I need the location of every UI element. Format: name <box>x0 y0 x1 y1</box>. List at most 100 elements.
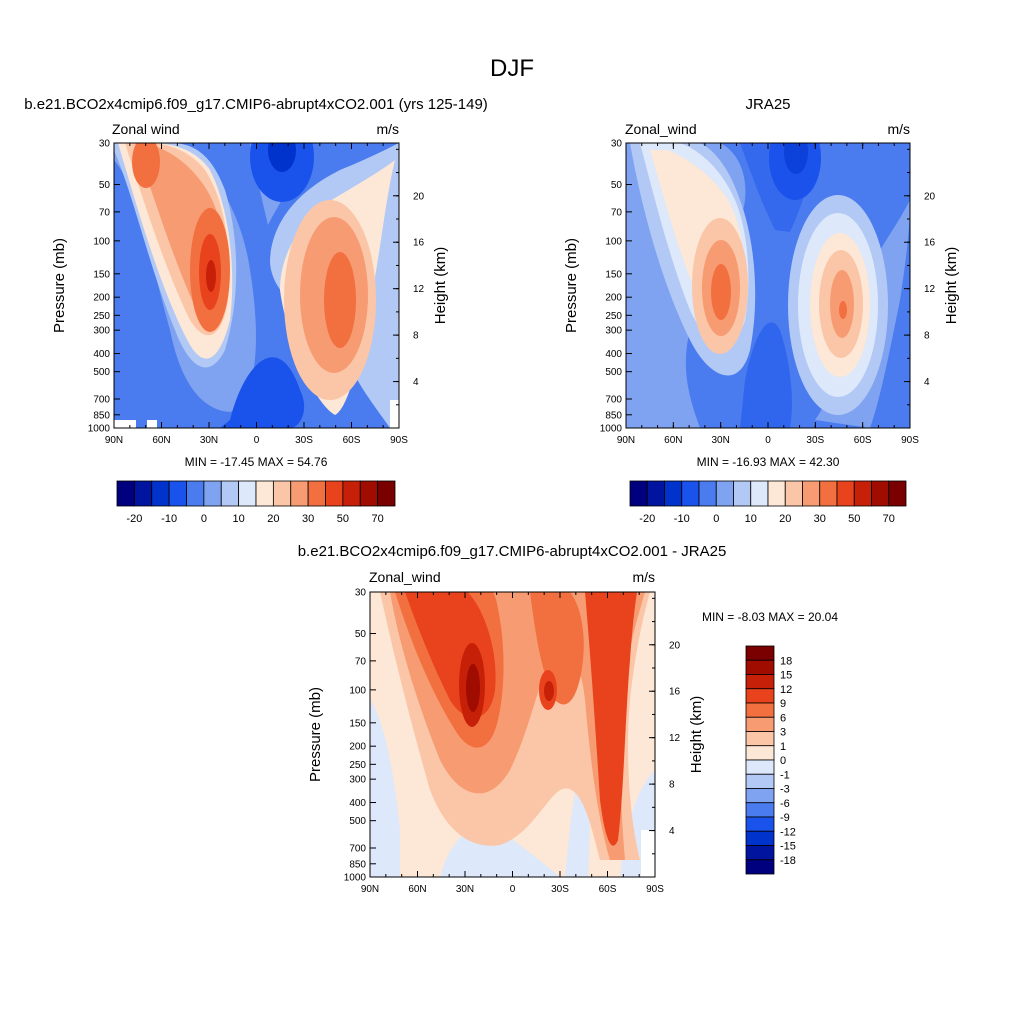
y-right-tick-label: 8 <box>669 780 675 791</box>
colorbar-label: 18 <box>780 655 792 667</box>
colorbar-swatch <box>290 480 309 507</box>
panel-diff-field <box>370 592 655 877</box>
y-right-tick-label: 12 <box>669 733 681 744</box>
panel-obs-right-label: m/s <box>887 121 910 137</box>
x-tick-label: 60N <box>664 435 682 446</box>
colorbar-label: -3 <box>780 784 790 796</box>
panel-diff-left-label: Zonal_wind <box>369 569 441 585</box>
colorbar-swatch <box>853 480 872 507</box>
panel-obs-left-label: Zonal_wind <box>625 121 697 137</box>
panel-model-stats: MIN = -17.45 MAX = 54.76 <box>185 455 328 469</box>
y-axis-right-label: Height (km) <box>943 247 960 325</box>
y-axis-right-label: Height (km) <box>432 247 449 325</box>
x-tick-label: 60N <box>152 435 170 446</box>
colorbar-label: -18 <box>780 855 796 867</box>
y-tick-label: 400 <box>93 349 110 360</box>
panel-obs-colorbar: -20 -10 0 10 20 30 50 70 <box>629 480 907 525</box>
y-tick-label: 500 <box>349 816 366 827</box>
colorbar-label: -10 <box>674 513 690 525</box>
colorbar-label: 70 <box>883 513 895 525</box>
y-tick-label: 500 <box>93 367 110 378</box>
panel-diff-right-label: m/s <box>632 569 655 585</box>
y-tick-label: 100 <box>605 236 622 247</box>
x-tick-label: 90N <box>617 435 635 446</box>
colorbar-swatch <box>681 480 700 507</box>
panel-obs-field <box>626 143 910 428</box>
colorbar-swatch <box>359 480 379 507</box>
panel-model-colorbar: -20 -10 0 10 20 30 50 70 <box>116 480 396 525</box>
colorbar-swatch <box>698 480 717 507</box>
colorbar-swatch <box>745 659 775 675</box>
panel-diff-stats: MIN = -8.03 MAX = 20.04 <box>702 610 838 624</box>
field-contour <box>220 357 305 428</box>
colorbar-label: -20 <box>639 513 655 525</box>
colorbar-swatch <box>186 480 205 507</box>
colorbar-swatch <box>784 480 803 507</box>
colorbar-label: 12 <box>780 684 792 696</box>
colorbar-swatch <box>745 731 775 747</box>
y-right-tick-label: 4 <box>669 826 675 837</box>
panel-model-left-label: Zonal wind <box>112 121 180 137</box>
colorbar-label: 50 <box>848 513 860 525</box>
y-tick-label: 850 <box>93 410 110 421</box>
y-axis-label: Pressure (mb) <box>307 687 324 782</box>
y-tick-label: 100 <box>349 685 366 696</box>
colorbar-label: 50 <box>337 513 349 525</box>
colorbar-swatch <box>745 674 775 690</box>
x-tick-label: 90N <box>105 435 123 446</box>
panel-model-right-label: m/s <box>376 121 399 137</box>
x-tick-label: 90S <box>390 435 408 446</box>
y-tick-label: 1000 <box>600 424 623 435</box>
field-missing <box>390 400 399 428</box>
y-tick-label: 30 <box>355 588 367 599</box>
field-missing <box>114 420 136 428</box>
colorbar-swatch <box>745 759 775 775</box>
colorbar-swatch <box>767 480 786 507</box>
colorbar-label: -1 <box>780 769 790 781</box>
colorbar-swatch <box>745 845 775 861</box>
colorbar-label: 20 <box>267 513 279 525</box>
y-tick-label: 150 <box>605 269 622 280</box>
field-contour <box>784 143 808 174</box>
colorbar-swatch <box>220 480 240 507</box>
y-right-tick-label: 20 <box>413 191 425 202</box>
x-tick-label: 30S <box>551 884 569 895</box>
colorbar-swatch <box>745 745 775 761</box>
colorbar-swatch <box>836 480 855 507</box>
colorbar-swatch <box>733 480 752 507</box>
colorbar-swatch <box>745 716 775 732</box>
y-tick-label: 1000 <box>344 873 367 884</box>
colorbar-swatch <box>819 480 838 507</box>
y-tick-label: 30 <box>99 139 111 150</box>
y-tick-label: 30 <box>611 139 623 150</box>
y-axis-label: Pressure (mb) <box>51 238 68 333</box>
field-contour <box>324 252 356 348</box>
field-contour <box>740 322 792 428</box>
y-right-tick-label: 16 <box>669 687 681 698</box>
y-right-tick-label: 20 <box>924 191 936 202</box>
colorbar-label: 30 <box>302 513 314 525</box>
colorbar-swatch <box>203 480 222 507</box>
colorbar-swatch <box>745 859 775 875</box>
panel-model: b.e21.BCO2x4cmip6.f09_g17.CMIP6-abrupt4x… <box>24 96 488 525</box>
field-contour <box>132 143 160 188</box>
colorbar-swatch <box>307 480 326 507</box>
panel-diff-colorbar: 18 15 12 9 6 3 1 0 -1 -3 -6 -9 -12 -15 -18 <box>745 645 796 875</box>
colorbar-label: -12 <box>780 826 796 838</box>
x-tick-label: 60S <box>854 435 872 446</box>
colorbar-label: -20 <box>126 513 142 525</box>
field-contour <box>370 700 400 877</box>
field-contour <box>839 301 847 319</box>
panel-model-title: b.e21.BCO2x4cmip6.f09_g17.CMIP6-abrupt4x… <box>24 96 488 113</box>
y-tick-label: 200 <box>605 293 622 304</box>
field-contour <box>250 143 314 202</box>
y-axis-label: Pressure (mb) <box>563 238 580 333</box>
field-contour <box>530 592 584 705</box>
colorbar-label: 20 <box>779 513 791 525</box>
y-right-tick-label: 8 <box>924 331 930 342</box>
colorbar-swatch <box>255 480 274 507</box>
y-tick-label: 150 <box>93 269 110 280</box>
y-tick-label: 50 <box>99 180 111 191</box>
y-tick-label: 700 <box>349 844 366 855</box>
panel-diff-title: b.e21.BCO2x4cmip6.f09_g17.CMIP6-abrupt4x… <box>298 543 727 560</box>
